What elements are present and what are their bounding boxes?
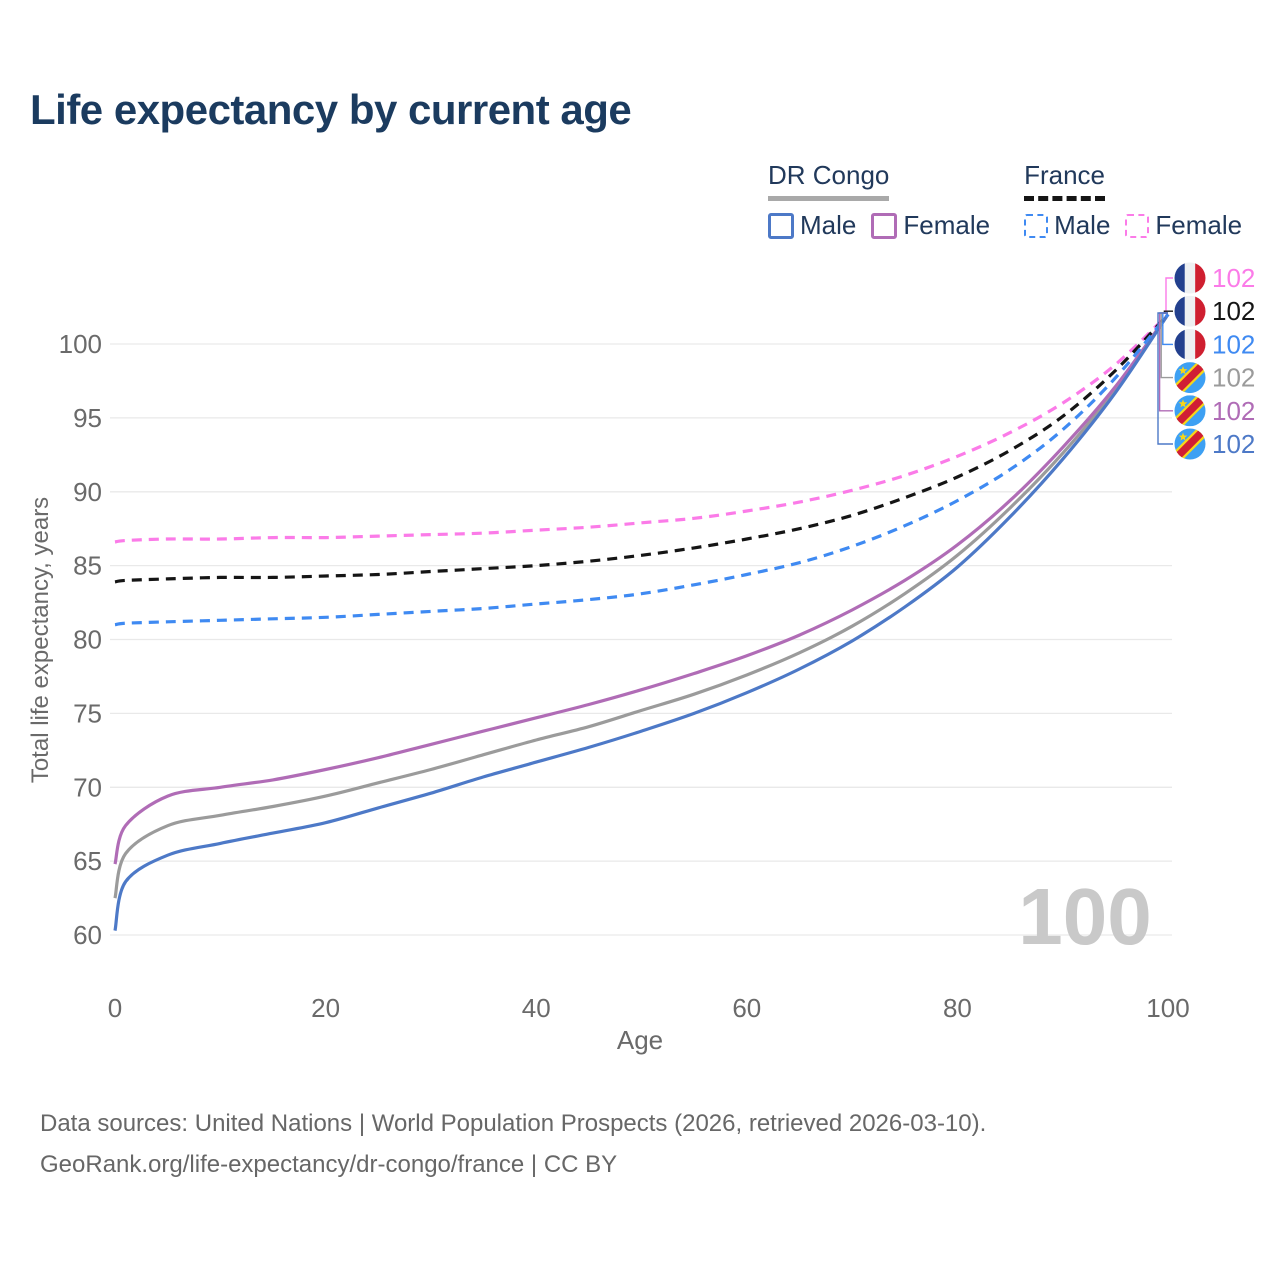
series-lines [113,313,1170,931]
drcongo-female-swatch [871,212,898,239]
end-value-label: 102 [1212,296,1255,326]
legend-heading-dr-congo[interactable]: DR Congo [768,160,890,201]
y-tick-label: 60 [73,920,102,950]
chart-footer: Data sources: United Nations | World Pop… [40,1103,986,1185]
france-flag-icon [1174,295,1206,327]
legend-group-france: France Male Female [1024,160,1242,241]
series-line-drcongo-male [113,313,1170,931]
dr-congo-flag-icon [1174,428,1206,460]
series-line-france-male [114,313,1170,627]
end-value-label: 102 [1212,263,1255,293]
x-tick-label: 80 [943,993,972,1023]
france-female-swatch [1125,213,1150,238]
series-line-drcongo-both [113,313,1170,899]
y-tick-label: 80 [73,625,102,655]
y-tick-label: 100 [59,329,102,359]
y-tick-label: 85 [73,551,102,581]
france-flag-icon [1174,262,1206,294]
series-line-france-both [114,313,1170,584]
age-watermark: 100 [1018,872,1151,961]
legend-item-drcongo-male[interactable]: Male [768,210,856,241]
x-axis-tick-labels: 0 20 40 60 80 100 [108,993,1190,1023]
y-axis-title: Total life expectancy, years [27,497,54,783]
y-axis-tick-labels: 60 65 70 75 80 85 90 95 100 [59,329,102,950]
attribution-line: GeoRank.org/life-expectancy/dr-congo/fra… [40,1151,618,1178]
legend-item-drcongo-female[interactable]: Female [871,210,990,241]
end-label-leader-line [1165,277,1173,314]
dr-congo-flag-icon [1174,395,1206,427]
end-value-label: 102 [1212,396,1255,426]
gridlines [110,343,1172,936]
end-label-france-both: 102 [1163,295,1255,327]
y-tick-label: 75 [73,698,102,728]
series-line-france-female [114,313,1170,544]
chart-legend: DR Congo Male Female France Male [768,160,1242,241]
end-label-france-female: 102 [1165,262,1255,314]
x-tick-label: 0 [108,993,122,1023]
end-value-label: 102 [1212,363,1255,393]
end-label-leader-line [1157,312,1173,445]
y-tick-label: 65 [73,846,102,876]
x-tick-label: 100 [1146,993,1189,1023]
page-title: Life expectancy by current age [30,86,632,133]
series-line-drcongo-female [113,313,1170,865]
legend-heading-france[interactable]: France [1024,160,1105,201]
end-value-label: 102 [1212,329,1255,359]
x-axis-title: Age [617,1025,663,1055]
x-tick-label: 20 [311,993,340,1023]
legend-group-dr-congo: DR Congo Male Female [768,160,990,241]
data-sources-line: Data sources: United Nations | World Pop… [40,1110,987,1137]
y-tick-label: 70 [73,772,102,802]
x-tick-label: 40 [522,993,551,1023]
legend-label: Male [800,210,857,240]
france-flag-icon [1174,328,1206,360]
legend-item-france-male[interactable]: Male [1024,210,1110,241]
dr-congo-flag-icon [1174,362,1206,394]
y-tick-label: 95 [73,403,102,433]
drcongo-male-swatch [768,212,794,239]
x-tick-label: 60 [732,993,761,1023]
legend-item-france-female[interactable]: Female [1125,210,1242,241]
legend-label: Female [1155,210,1243,240]
end-label-france-male: 102 [1162,312,1255,360]
legend-label: Male [1054,210,1111,240]
legend-label: Female [903,210,991,240]
end-value-label: 102 [1212,429,1255,459]
y-tick-label: 90 [73,477,102,507]
france-male-swatch [1024,213,1049,238]
